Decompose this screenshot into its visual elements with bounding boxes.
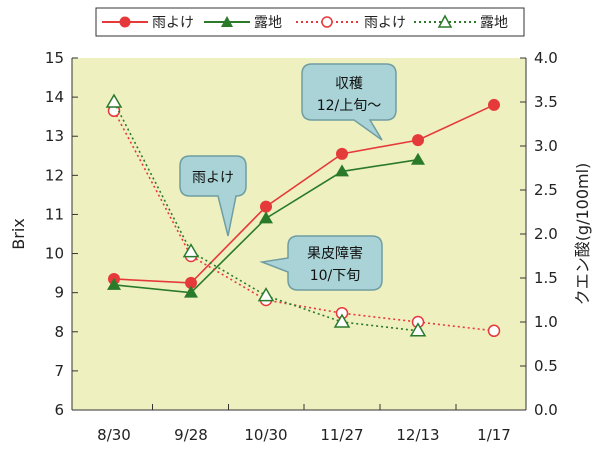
right-tick-label: 3.5 <box>534 93 558 111</box>
legend-label-open-brix: 露地 <box>254 15 282 31</box>
series-rain-brix-point <box>336 147 348 160</box>
right-tick-label: 1.0 <box>534 313 558 331</box>
left-tick-label: 8 <box>54 323 64 341</box>
x-tick-label: 9/28 <box>174 426 208 444</box>
series-open-acid <box>105 93 427 337</box>
left-tick-label: 12 <box>45 166 64 184</box>
left-tick-label: 14 <box>45 88 64 106</box>
right-tick-label: 2.5 <box>534 181 558 199</box>
series-rain-brix-point <box>412 134 424 147</box>
series-open-brix-point <box>184 285 198 298</box>
y-axis-right-title: クエン酸(g/100ml) <box>573 163 592 306</box>
x-tick-label: 12/13 <box>396 426 439 444</box>
callout-peel-line-1: 果皮障害 <box>307 246 363 262</box>
series-rain-brix-point <box>488 98 500 111</box>
series-open-brix-point <box>411 152 425 165</box>
left-tick-label: 13 <box>45 127 64 145</box>
series-open-brix-point <box>259 211 273 224</box>
legend: 雨よけ 露地 雨よけ 露地 <box>95 7 525 37</box>
series-rain-acid-line <box>113 110 495 332</box>
callout-rain: 雨よけ <box>179 155 247 237</box>
series-rain-acid-point <box>487 324 501 338</box>
legend-label-rain-acid: 雨よけ <box>364 15 406 31</box>
legend-marker-rain-acid <box>321 16 333 28</box>
right-tick-label: 3.0 <box>534 137 558 155</box>
right-tick-label: 2.0 <box>534 225 558 243</box>
callout-rain-text: 雨よけ <box>192 170 234 186</box>
right-tick-label: 1.5 <box>534 269 558 287</box>
legend-label-rain-brix: 雨よけ <box>152 15 194 31</box>
series-layer <box>105 93 501 338</box>
legend-marker-open-acid <box>437 14 453 28</box>
x-tick-label: 10/30 <box>244 426 287 444</box>
callout-peel-bubble <box>259 235 383 291</box>
x-tick-label: 11/27 <box>320 426 363 444</box>
series-open-brix <box>107 152 425 298</box>
right-tick-label: 0.5 <box>534 357 558 375</box>
series-open-brix-point <box>107 277 121 290</box>
callout-harvest: 収穫 12/上旬〜 <box>301 63 397 141</box>
legend-box <box>95 7 525 37</box>
left-tick-label: 10 <box>45 245 64 263</box>
plot-area <box>72 58 526 410</box>
series-open-acid-point <box>105 93 123 108</box>
series-open-acid-point <box>257 287 275 302</box>
series-open-acid-point <box>333 313 351 328</box>
series-rain-brix <box>108 98 500 289</box>
right-tick-label: 4.0 <box>534 49 558 67</box>
callout-harvest-bubble <box>301 63 397 141</box>
series-rain-brix-point <box>185 276 197 289</box>
series-open-acid-point <box>409 322 427 337</box>
right-tick-label: 0.0 <box>534 401 558 419</box>
left-ticks: 6 7 8 9 10 11 12 13 14 15 <box>45 49 78 419</box>
left-tick-label: 11 <box>45 205 64 223</box>
series-open-brix-point <box>335 164 349 177</box>
series-rain-brix-point <box>260 200 272 213</box>
series-rain-brix-line <box>113 104 495 284</box>
callout-harvest-line-2: 12/上旬〜 <box>317 98 382 114</box>
x-ticks: 8/30 9/28 10/30 11/27 12/13 1/17 <box>97 404 511 444</box>
legend-marker-open-brix <box>221 16 233 27</box>
callout-peel-damage: 果皮障害 10/下旬 <box>259 235 383 291</box>
x-tick-label: 8/30 <box>97 426 131 444</box>
y-axis-left-title: Brix <box>9 218 28 249</box>
callout-peel-line-2: 10/下旬 <box>310 268 361 284</box>
callout-rain-bubble <box>179 155 247 237</box>
right-ticks: 0.0 0.5 1.0 1.5 2.0 2.5 3.0 3.5 4.0 <box>520 49 558 419</box>
legend-label-open-acid: 露地 <box>480 15 508 31</box>
left-tick-label: 7 <box>54 362 64 380</box>
left-tick-label: 15 <box>45 49 64 67</box>
callout-harvest-line-1: 収穫 <box>335 76 363 92</box>
left-tick-label: 9 <box>54 284 64 302</box>
legend-marker-rain-brix <box>119 16 131 28</box>
x-tick-label: 1/17 <box>477 426 511 444</box>
series-open-acid-point <box>182 243 200 258</box>
left-tick-label: 6 <box>54 401 64 419</box>
